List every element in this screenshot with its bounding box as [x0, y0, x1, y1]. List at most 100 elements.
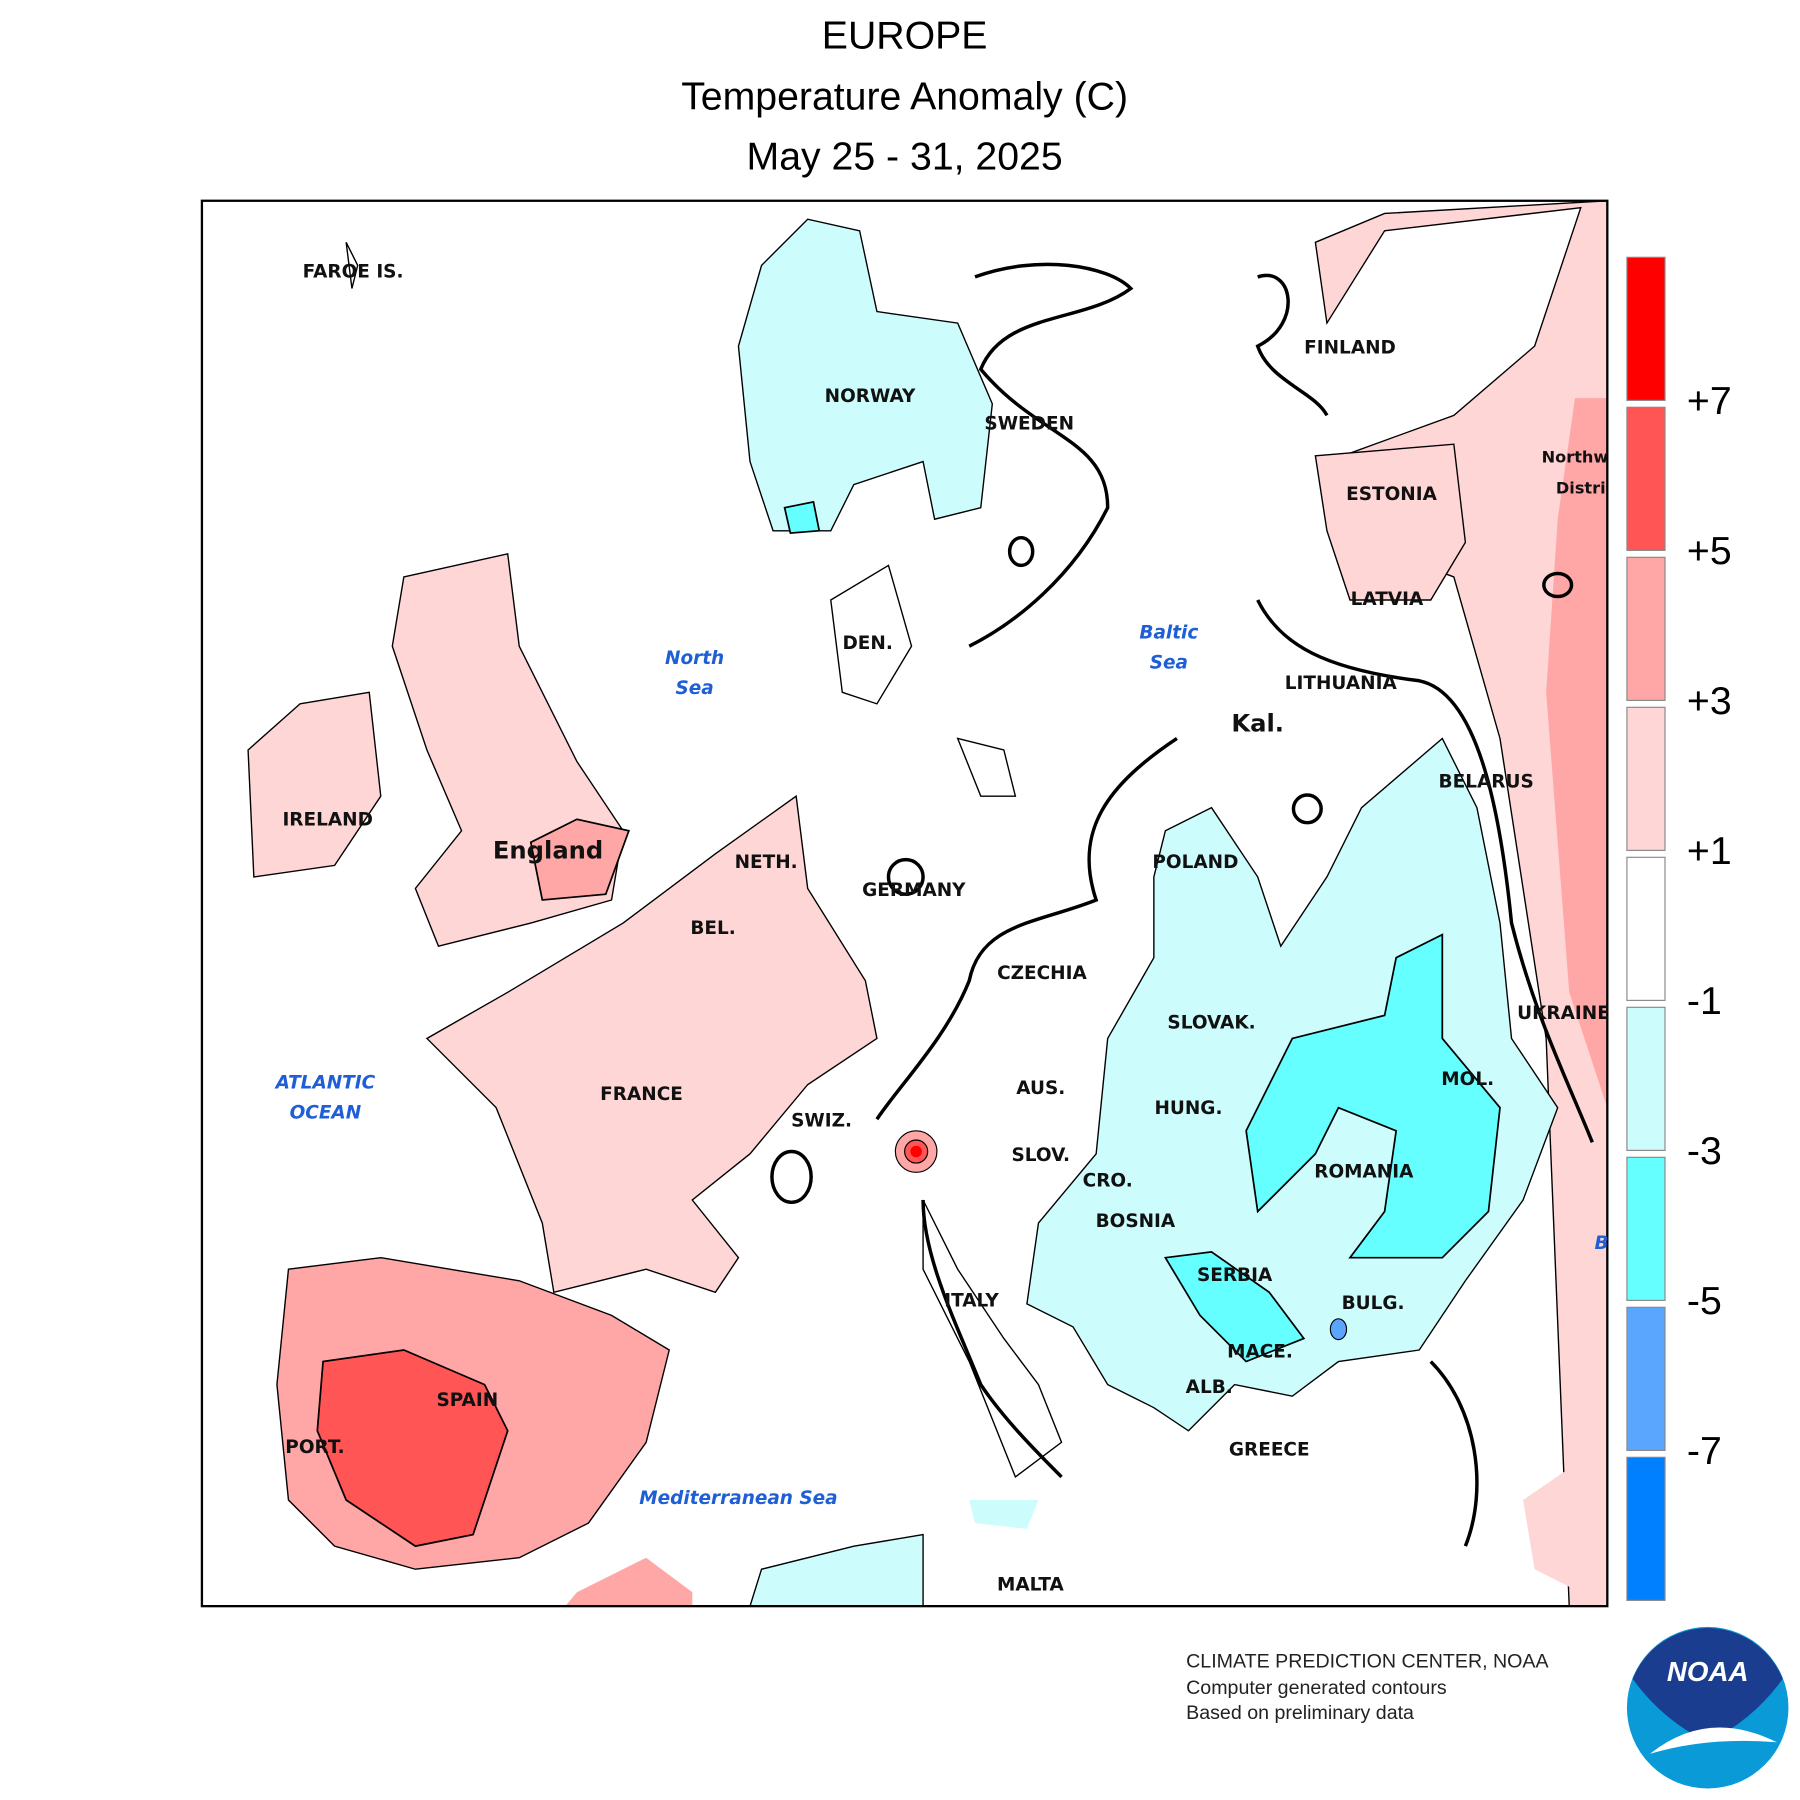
warm-region — [529, 818, 630, 901]
coastline — [345, 241, 359, 289]
coastline — [922, 1199, 1063, 1479]
credit-line: Computer generated contours — [1186, 1677, 1447, 1699]
country-label: LATVIA — [1351, 589, 1424, 610]
legend-label: +5 — [1687, 529, 1732, 573]
country-label: Distri — [1556, 479, 1606, 498]
legend-label: +7 — [1687, 379, 1732, 423]
legend-swatch — [1626, 1306, 1666, 1451]
credits: CLIMATE PREDICTION CENTER, NOAA Computer… — [1186, 1650, 1549, 1724]
coastline — [830, 564, 913, 705]
country-label: POLAND — [1152, 852, 1238, 873]
country-label: England — [493, 837, 603, 865]
subtitle: Temperature Anomaly (C) — [681, 75, 1128, 119]
warm-region — [425, 794, 878, 1294]
warm-region — [565, 1557, 693, 1607]
sea-label: Mediterranean Sea — [639, 1488, 837, 1509]
legend-swatch — [1626, 856, 1666, 1001]
title: EUROPE — [822, 13, 988, 57]
legend-swatch — [1626, 1156, 1666, 1301]
legend-swatch — [1626, 1456, 1666, 1601]
color-legend: +7 +5 +3 +1 -1 -3 -5 -7 — [1626, 256, 1732, 1601]
country-label: CRO. — [1083, 1171, 1133, 1192]
hot-region — [316, 1349, 509, 1548]
legend-label: -3 — [1687, 1129, 1722, 1173]
country-label: AUS. — [1016, 1078, 1065, 1099]
cool-region — [783, 500, 821, 534]
legend-swatch — [1626, 706, 1666, 851]
country-label: NORWAY — [825, 386, 916, 407]
noaa-logo: NOAA — [1626, 1626, 1789, 1789]
cool-region — [749, 1533, 924, 1607]
cool-region — [1245, 933, 1501, 1259]
country-label: PORT. — [285, 1437, 344, 1458]
credit-line: Based on preliminary data — [1186, 1702, 1414, 1724]
legend-label: -5 — [1687, 1279, 1722, 1323]
country-label: UKRAINE — [1517, 1003, 1610, 1024]
warm-region — [1314, 443, 1467, 601]
contour-line — [1291, 793, 1323, 825]
country-label: BOSNIA — [1096, 1211, 1176, 1232]
country-label: FINLAND — [1304, 337, 1396, 358]
contour-line — [1256, 599, 1594, 1143]
contour-line — [1429, 1360, 1479, 1547]
country-label: LITHUANIA — [1285, 673, 1398, 694]
legend-swatch — [1626, 406, 1666, 551]
contour-line — [1255, 273, 1329, 417]
country-label: GERMANY — [862, 880, 966, 901]
sea-label: ATLANTIC — [274, 1072, 376, 1093]
country-label: ROMANIA — [1314, 1161, 1414, 1182]
sea-label: Sea — [1150, 652, 1188, 673]
country-label: CZECHIA — [997, 963, 1087, 984]
country-label: Northw — [1542, 448, 1609, 467]
country-label: BULG. — [1342, 1293, 1405, 1314]
legend-swatch — [1626, 256, 1666, 401]
contour-line — [1542, 571, 1574, 599]
legend-label: -1 — [1687, 979, 1722, 1023]
date-range: May 25 - 31, 2025 — [747, 135, 1063, 179]
contour-line — [770, 1149, 813, 1205]
country-label: ALB. — [1186, 1377, 1233, 1398]
sea-label: OCEAN — [290, 1102, 362, 1123]
sea-label: Sea — [675, 678, 713, 699]
coastline — [956, 737, 1017, 797]
country-label: MOL. — [1441, 1069, 1494, 1090]
cool-region — [737, 218, 994, 532]
sea-label: Baltic — [1139, 622, 1198, 643]
country-label: SWIZ. — [791, 1111, 852, 1132]
cool-region — [969, 1500, 1039, 1529]
contour-line — [921, 1199, 1063, 1479]
legend-swatch — [1626, 1006, 1666, 1151]
country-label: BELARUS — [1439, 771, 1534, 792]
cool-region — [1163, 1251, 1306, 1363]
country-label: Kal. — [1231, 710, 1284, 738]
map-frame — [200, 199, 1609, 1608]
logo-text: NOAA — [1667, 1656, 1749, 1687]
country-label: SWEDEN — [984, 414, 1074, 435]
sea-label: B — [1594, 1233, 1608, 1254]
contour-line — [886, 857, 925, 896]
legend-swatch — [1626, 556, 1666, 701]
legend-label: -7 — [1687, 1429, 1722, 1473]
map-labels: FAROE IS. NORWAY SWEDEN FINLAND ESTONIA LATVI… — [274, 261, 1610, 1595]
map-area — [201, 200, 1608, 1607]
country-label: NETH. — [735, 852, 798, 873]
logo-bird — [1650, 1727, 1777, 1754]
contour-line — [968, 262, 1134, 648]
contour-line — [875, 737, 1178, 1121]
country-label: SLOV. — [1012, 1145, 1071, 1166]
country-label: SPAIN — [436, 1390, 498, 1411]
sea-label: North — [665, 648, 724, 669]
country-label: FRANCE — [600, 1084, 683, 1105]
country-label: ESTONIA — [1346, 484, 1437, 505]
country-label: MALTA — [997, 1574, 1065, 1595]
legend-label: +3 — [1687, 679, 1732, 723]
country-label: BEL. — [690, 918, 735, 939]
country-label: MACE. — [1227, 1341, 1293, 1362]
country-label: SERBIA — [1197, 1265, 1273, 1286]
logo-top — [1632, 1628, 1783, 1743]
hot-spot — [910, 1145, 922, 1158]
legend-label: +1 — [1687, 829, 1732, 873]
cold-spot — [1329, 1318, 1348, 1341]
